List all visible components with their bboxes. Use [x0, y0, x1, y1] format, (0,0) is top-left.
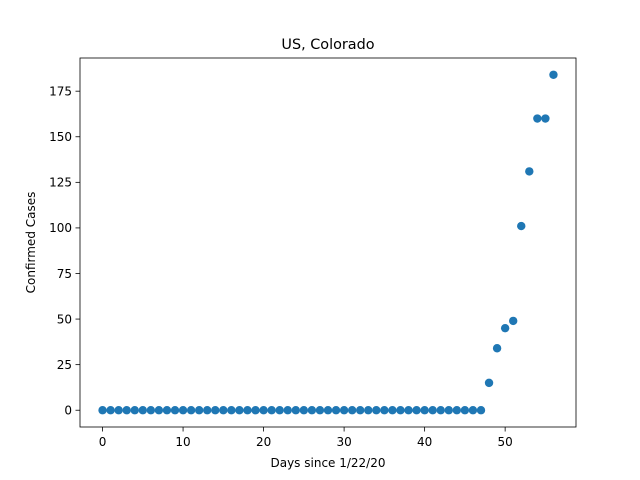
data-point — [420, 406, 429, 415]
data-point — [146, 406, 156, 415]
data-point — [525, 167, 534, 176]
data-point — [404, 406, 413, 415]
data-point — [138, 406, 148, 415]
data-point — [243, 406, 252, 415]
data-point — [106, 406, 115, 415]
data-point — [154, 406, 164, 415]
data-point — [533, 114, 542, 123]
data-point — [170, 406, 180, 415]
data-point — [412, 406, 421, 415]
y-tick-label: 0 — [64, 404, 72, 418]
data-point — [428, 406, 437, 415]
y-tick-label: 100 — [49, 221, 72, 235]
data-point — [476, 406, 486, 415]
y-tick-label: 150 — [49, 130, 72, 144]
data-point — [331, 406, 341, 415]
data-point — [259, 406, 268, 415]
data-point — [114, 406, 123, 415]
chart-title: US, Colorado — [281, 37, 374, 53]
data-markers — [98, 70, 558, 415]
x-tick-label: 50 — [498, 435, 513, 449]
y-tick-label: 125 — [49, 176, 72, 190]
data-point — [178, 406, 188, 415]
x-tick-label: 10 — [175, 435, 190, 449]
data-point — [380, 406, 389, 415]
data-point — [388, 406, 397, 415]
x-tick-label: 20 — [256, 435, 271, 449]
data-point — [364, 406, 373, 415]
data-point — [283, 406, 292, 415]
data-point — [299, 406, 309, 415]
data-point — [275, 406, 284, 415]
x-axis-label: Days since 1/22/20 — [270, 456, 385, 470]
data-point — [315, 406, 325, 415]
data-point — [267, 406, 276, 415]
data-point — [508, 316, 518, 326]
data-point — [122, 406, 131, 415]
y-axis-label: Confirmed Cases — [24, 192, 38, 294]
data-point — [347, 406, 357, 415]
data-point — [396, 406, 405, 415]
y-tick-label: 75 — [57, 267, 72, 281]
data-point — [436, 406, 445, 415]
data-point — [356, 406, 365, 415]
data-point — [227, 406, 236, 415]
data-point — [98, 406, 107, 415]
data-point — [291, 406, 300, 415]
y-tick-label: 50 — [57, 312, 72, 326]
data-point — [500, 323, 510, 333]
data-point — [323, 406, 333, 415]
data-point — [541, 114, 550, 123]
data-point — [194, 406, 204, 415]
data-point — [130, 406, 139, 415]
x-axis-ticks: 0 10 20 30 40 50 — [99, 427, 513, 449]
data-point — [339, 406, 349, 415]
data-point — [372, 406, 381, 415]
x-tick-label: 30 — [336, 435, 351, 449]
y-tick-label: 175 — [49, 84, 72, 98]
data-point — [468, 406, 478, 415]
x-tick-label: 0 — [99, 435, 107, 449]
x-tick-label: 40 — [417, 435, 432, 449]
data-point — [444, 406, 453, 415]
data-point — [460, 406, 470, 415]
data-point — [203, 406, 212, 415]
data-point — [162, 406, 172, 415]
data-point — [186, 406, 196, 415]
data-point — [307, 406, 317, 415]
data-point — [235, 406, 244, 415]
plot-frame — [79, 57, 577, 428]
data-point — [452, 406, 462, 415]
y-axis-ticks: 0 25 50 75 100 125 150 175 — [49, 84, 80, 418]
data-point — [211, 406, 220, 415]
data-point — [251, 406, 260, 415]
data-point — [219, 406, 228, 415]
data-point — [517, 221, 526, 231]
data-point — [549, 70, 558, 79]
data-point — [492, 344, 502, 353]
y-tick-label: 25 — [57, 358, 72, 372]
data-point — [484, 378, 494, 388]
